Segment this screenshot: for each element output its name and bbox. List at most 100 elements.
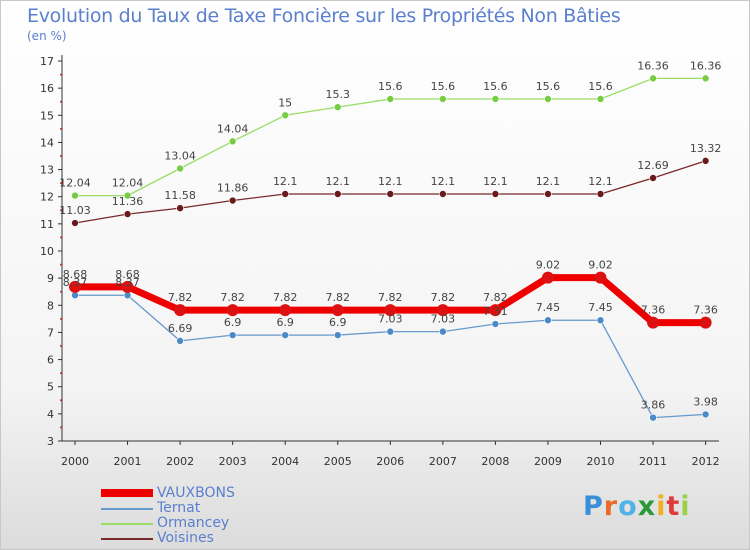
data-label-ternat: 7.45 [588, 301, 613, 314]
data-label-ormancey: 12.04 [112, 177, 144, 190]
data-label-ormancey: 15.6 [483, 80, 508, 93]
data-point-ternat [649, 413, 657, 422]
data-label-voisines: 12.1 [483, 175, 508, 188]
y-tick-label: 8 [47, 299, 54, 312]
data-label-vauxbons: 9.02 [536, 259, 561, 272]
data-label-voisines: 11.86 [217, 182, 249, 195]
data-label-ternat: 7.03 [378, 313, 403, 326]
data-point-voisines [491, 190, 500, 198]
data-point-ternat [281, 331, 290, 339]
y-tick-label: 7 [47, 326, 54, 339]
x-tick-label: 2003 [219, 455, 247, 468]
data-point-ternat [176, 337, 184, 345]
data-label-ormancey: 13.04 [164, 149, 196, 162]
data-point-vauxbons [331, 304, 344, 317]
data-label-vauxbons: 7.36 [693, 304, 718, 317]
data-point-vauxbons [174, 304, 187, 317]
data-label-ternat: 6.9 [224, 316, 242, 329]
data-point-ormancey [386, 95, 395, 103]
legend-label-vauxbons: VAUXBONS [157, 485, 235, 501]
data-label-ternat: 3.98 [693, 395, 718, 408]
data-label-vauxbons: 7.36 [641, 304, 666, 317]
chart-title: Evolution du Taux de Taxe Foncière sur l… [27, 5, 621, 27]
legend-swatch-vauxbons [101, 489, 153, 497]
data-point-voisines [386, 190, 395, 198]
data-point-ternat [333, 331, 342, 339]
y-minor-tick [60, 345, 62, 347]
data-label-vauxbons: 7.82 [220, 291, 245, 304]
x-tick-label: 2007 [429, 455, 457, 468]
legend-swatch-ormancey [101, 523, 153, 525]
logo-letter: i [656, 491, 667, 522]
data-label-ormancey: 16.36 [637, 59, 669, 72]
logo-letter: i [680, 491, 691, 522]
data-point-ormancey [701, 74, 710, 83]
data-label-ormancey: 12.04 [59, 177, 91, 190]
data-label-vauxbons: 9.02 [588, 259, 613, 272]
x-tick-label: 2011 [639, 455, 667, 468]
y-minor-tick [60, 399, 62, 402]
data-label-ormancey: 16.36 [690, 59, 722, 72]
data-label-voisines: 12.1 [536, 175, 561, 188]
data-point-voisines [281, 190, 290, 198]
y-tick-label: 10 [40, 245, 54, 258]
data-point-vauxbons [226, 304, 239, 317]
data-point-ormancey [176, 164, 184, 173]
y-minor-tick [60, 372, 62, 375]
legend-label-ternat: Ternat [157, 500, 201, 516]
data-point-ternat [596, 316, 605, 325]
data-label-ternat: 7.31 [483, 305, 508, 318]
data-label-voisines: 12.69 [637, 159, 669, 172]
y-minor-tick [60, 263, 62, 266]
data-point-vauxbons [279, 304, 292, 317]
data-point-voisines [596, 190, 605, 198]
data-point-voisines [228, 196, 237, 205]
data-point-ormancey [333, 103, 342, 111]
y-minor-tick [60, 182, 62, 185]
x-tick-label: 2002 [166, 455, 194, 468]
y-tick-label: 9 [47, 272, 54, 285]
data-point-ormancey [544, 95, 552, 103]
data-point-vauxbons [121, 280, 134, 293]
x-tick-label: 2009 [534, 455, 562, 468]
y-tick-label: 17 [40, 55, 54, 68]
y-tick-label: 15 [40, 109, 54, 122]
y-tick-label: 11 [40, 218, 54, 231]
y-tick-label: 4 [47, 408, 54, 421]
data-label-voisines: 12.1 [588, 175, 613, 188]
data-label-ternat: 3.86 [641, 399, 666, 412]
data-label-ormancey: 15.6 [588, 80, 613, 93]
y-tick-label: 12 [40, 191, 54, 204]
data-point-voisines [649, 174, 657, 182]
x-tick-label: 2010 [587, 455, 615, 468]
x-tick-label: 2005 [324, 455, 352, 468]
data-point-vauxbons [69, 280, 81, 293]
data-label-ormancey: 15 [278, 96, 292, 109]
y-minor-tick [60, 236, 62, 239]
logo-letter: x [637, 491, 657, 522]
data-point-voisines [439, 190, 447, 198]
data-point-ormancey [71, 191, 79, 200]
x-tick-label: 2000 [61, 455, 89, 468]
data-point-ormancey [596, 95, 605, 103]
data-label-ormancey: 14.04 [217, 122, 249, 135]
x-tick-label: 2006 [376, 455, 404, 468]
data-label-vauxbons: 8.68 [115, 268, 140, 281]
y-minor-tick [60, 426, 62, 429]
data-point-ternat [439, 327, 447, 336]
data-label-vauxbons: 7.82 [326, 291, 351, 304]
data-label-voisines: 12.1 [326, 175, 351, 188]
data-point-ormancey [649, 74, 657, 83]
data-label-voisines: 11.03 [59, 204, 91, 217]
data-label-voisines: 12.1 [431, 175, 456, 188]
data-label-voisines: 13.32 [690, 142, 722, 155]
y-minor-tick [60, 155, 62, 157]
data-point-ternat [228, 331, 237, 339]
y-tick-label: 5 [47, 381, 54, 394]
data-point-ormancey [491, 95, 500, 103]
data-point-ternat [544, 316, 552, 325]
data-label-vauxbons: 7.82 [273, 291, 298, 304]
y-minor-tick [60, 100, 62, 103]
legend-swatch-voisines [101, 538, 153, 540]
y-minor-tick [60, 127, 62, 130]
